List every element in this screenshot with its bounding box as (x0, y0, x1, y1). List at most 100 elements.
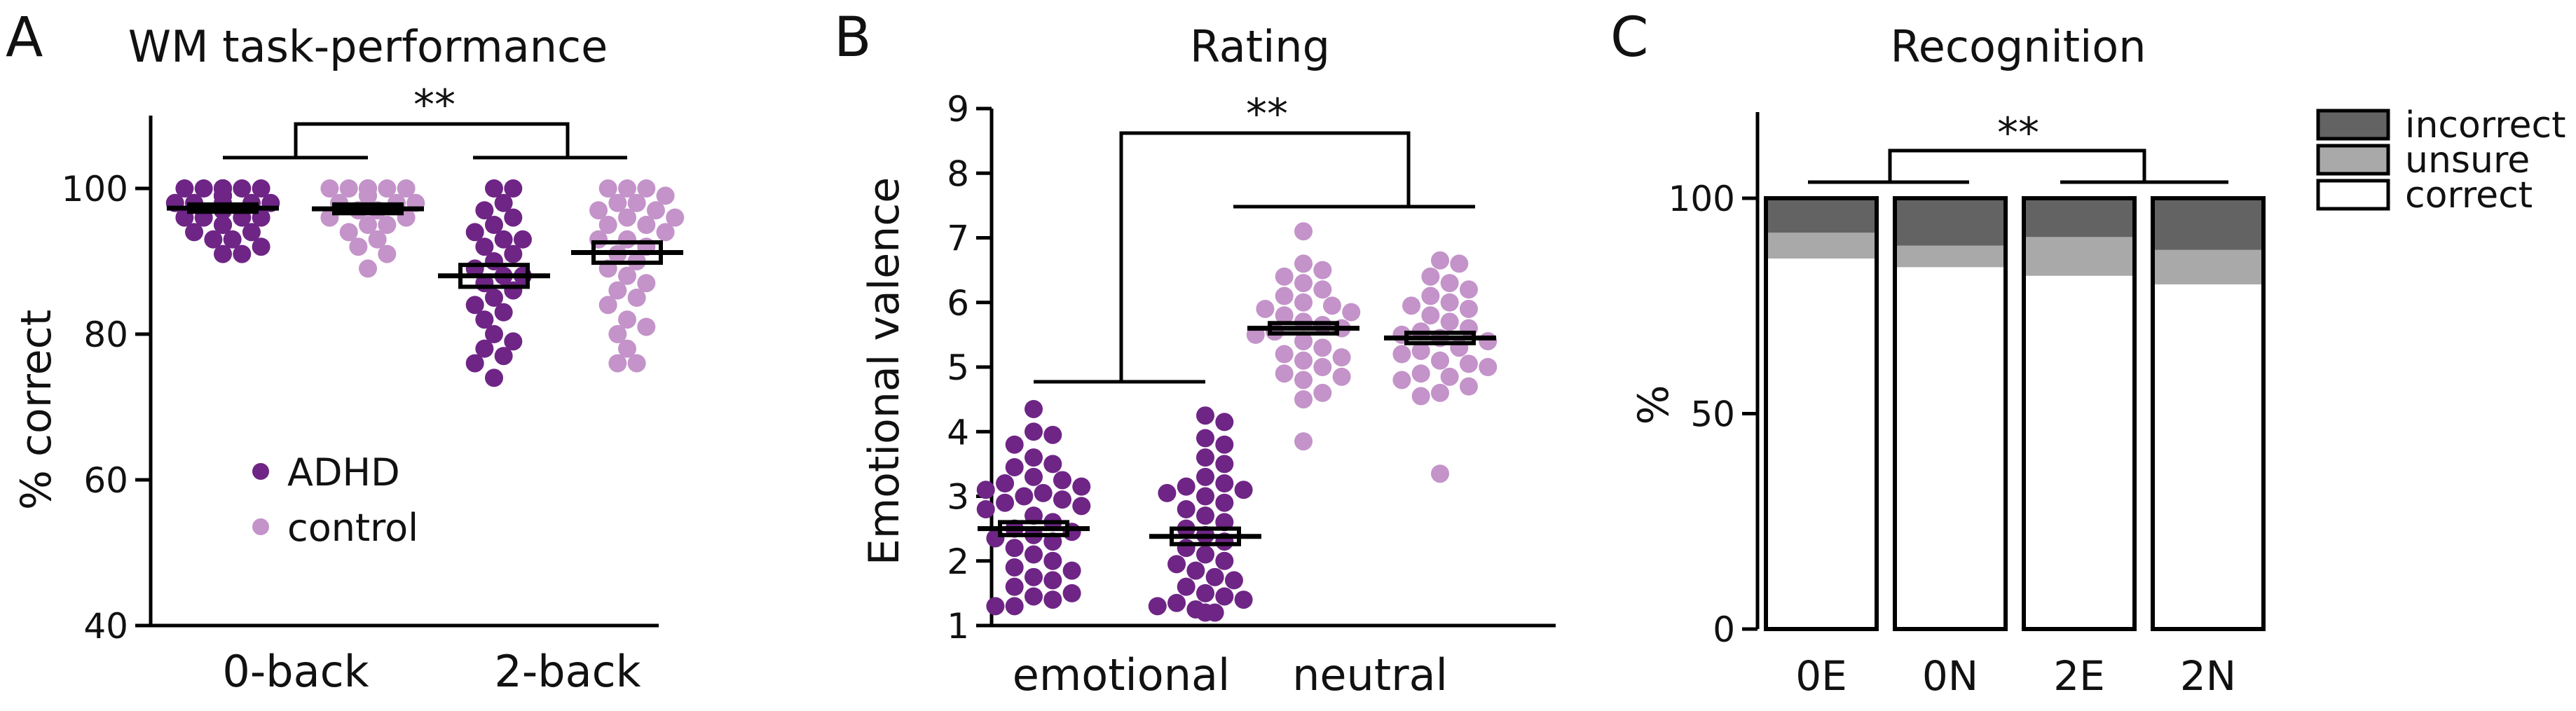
panel-a-point-adhd-0-back (233, 179, 252, 198)
panel-b-point-control-neutral (1332, 348, 1351, 367)
panel-b-point-control-neutral (1294, 293, 1313, 312)
panel-a-title: WM task-performance (128, 21, 608, 72)
panel-a-point-control-0-back (359, 186, 377, 205)
panel-a-point-control-2-back (637, 179, 656, 198)
panel-b-point-adhd-emotional (976, 499, 995, 518)
panel-b-point-adhd-neutral-slot (1177, 539, 1195, 558)
panel-a-point-control-2-back (627, 354, 646, 373)
panel-a-point-adhd-2-back (504, 208, 523, 227)
panel-b-y-tick-label: 4 (947, 412, 969, 453)
panel-b-point-adhd-neutral-slot (1234, 481, 1253, 499)
panel-a: A WM task-performance % correct 40 60 80 10… (6, 6, 685, 697)
panel-b-y-tick-label: 9 (947, 89, 969, 130)
panel-a-point-control-2-back (618, 310, 636, 329)
panel-b: B Rating Emotional valence 1 2 3 4 5 6 7 8 9 emo… (834, 6, 1556, 700)
panel-b-point-adhd-emotional (1005, 539, 1024, 558)
panel-a-point-control-0-back (349, 237, 368, 256)
legend-marker-control (252, 518, 269, 535)
panel-b-point-adhd-neutral-slot (1167, 593, 1186, 612)
panel-b-point-control-neutral-slot (1392, 371, 1411, 389)
panel-a-point-control-2-back (646, 201, 665, 220)
panel-c-bar-2n-correct (2153, 284, 2263, 629)
panel-b-point-adhd-neutral-slot (1215, 493, 1234, 512)
panel-a-y-axis-label: % correct (12, 310, 61, 510)
panel-a-point-adhd-0-back (252, 237, 270, 256)
panel-a-point-adhd-2-back (475, 339, 494, 358)
panel-b-point-control-neutral-slot (1479, 332, 1498, 351)
panel-b-point-adhd-emotional (1025, 587, 1043, 606)
panel-a-point-control-2-back (618, 339, 636, 358)
panel-a-y-ticks: 40 60 80 100 (62, 169, 151, 647)
panel-a-point-control-0-back (359, 259, 377, 278)
panel-b-point-adhd-emotional (1062, 561, 1081, 580)
panel-c-legend: incorrect unsure correct (2316, 104, 2565, 216)
panel-a-x-tick-label: 2-back (494, 646, 640, 697)
panel-a-point-control-2-back (608, 281, 627, 300)
panel-b-point-adhd-neutral-slot (1205, 567, 1224, 586)
panel-c-bar-0e-unsure (1766, 233, 1877, 259)
panel-b-y-tick-label: 6 (947, 283, 969, 324)
panel-b-point-control-neutral-slot (1431, 351, 1449, 370)
panel-a-point-control-2-back (608, 193, 627, 212)
panel-b-sem-box-control-neutral (1268, 321, 1339, 336)
panel-b-point-adhd-neutral-slot (1215, 587, 1234, 606)
panel-b-significance-stars: ** (1246, 90, 1288, 139)
panel-b-point-adhd-neutral-slot (1177, 577, 1195, 596)
panel-a-point-adhd-2-back (494, 193, 513, 212)
panel-c-bar-2e-correct (2024, 275, 2135, 629)
panel-b-significance-bracket (1034, 131, 1475, 384)
panel-c: C Recognition % 0 50 100 0E 0N 2E 2N ** incor… (1610, 6, 2565, 700)
panel-b-point-adhd-emotional (1025, 448, 1043, 467)
panel-a-point-adhd-0-back (214, 216, 232, 234)
panel-c-bar-outline-2e (2022, 196, 2137, 631)
panel-b-point-adhd-neutral-slot (1224, 571, 1243, 590)
panel-b-point-adhd-emotional (1043, 571, 1062, 590)
panel-b-y-tick-label: 7 (947, 219, 969, 259)
panel-b-point-control-neutral (1313, 358, 1332, 376)
panel-b-y-tick-label: 3 (947, 477, 969, 518)
panel-b-sem-box-control-neutral-slot (1404, 331, 1476, 345)
panel-c-x-ticks: 0E 0N 2E 2N (1795, 652, 2236, 700)
panel-a-point-control-2-back (598, 216, 617, 234)
panel-b-point-adhd-emotional (1005, 597, 1024, 616)
panel-c-bar-0n-correct (1895, 267, 2006, 629)
panel-a-significance-bracket (223, 122, 627, 160)
panel-c-bar-2e-unsure (2024, 237, 2135, 276)
legend-label-incorrect: incorrect (2405, 104, 2565, 146)
panel-a-point-control-0-back (397, 179, 416, 198)
panel-a-point-adhd-2-back (494, 347, 513, 366)
panel-c-bar-0e-incorrect (1766, 198, 1877, 233)
panel-b-point-control-neutral-slot (1459, 377, 1478, 396)
panel-c-y-axis-label: % (1629, 385, 1678, 424)
panel-a-significance-stars: ** (413, 81, 455, 130)
panel-b-point-adhd-emotional (1005, 435, 1024, 454)
panel-b-point-control-neutral (1275, 267, 1294, 286)
panel-b-point-adhd-neutral-slot (1215, 413, 1234, 432)
legend-label-correct: correct (2405, 174, 2533, 216)
panel-b-point-adhd-emotional (1025, 399, 1043, 418)
panel-b-y-tick-label: 5 (947, 347, 969, 388)
panel-b-label: B (834, 6, 872, 69)
panel-c-bar-0n-unsure (1895, 245, 2006, 268)
panel-a-point-control-2-back (637, 274, 656, 293)
panel-b-point-control-neutral (1313, 383, 1332, 402)
panel-b-point-adhd-neutral-slot (1196, 429, 1214, 448)
panel-b-x-ticks: emotional neutral (1013, 649, 1448, 700)
panel-b-point-control-neutral (1313, 261, 1332, 279)
panel-b-point-control-neutral (1332, 367, 1351, 386)
panel-b-point-control-neutral (1294, 222, 1313, 241)
panel-b-point-control-neutral (1313, 280, 1332, 299)
panel-b-sem-box-adhd-emotional (998, 520, 1069, 537)
panel-a-point-control-0-back (359, 216, 377, 234)
panel-b-point-control-neutral-slot (1479, 358, 1498, 376)
panel-b-point-adhd-neutral-slot (1196, 545, 1214, 564)
panel-c-x-tick-label: 0E (1795, 652, 1847, 700)
panel-b-point-control-neutral (1342, 303, 1361, 322)
panel-b-point-adhd-emotional (996, 493, 1015, 512)
panel-b-title: Rating (1190, 21, 1330, 72)
panel-a-point-control-2-back (656, 186, 675, 205)
panel-a-sem-box-adhd-2-back (458, 263, 530, 289)
panel-c-significance-bracket (1808, 149, 2228, 184)
panel-b-point-control-neutral-slot (1459, 280, 1478, 299)
panel-b-point-control-neutral-slot (1421, 306, 1440, 325)
